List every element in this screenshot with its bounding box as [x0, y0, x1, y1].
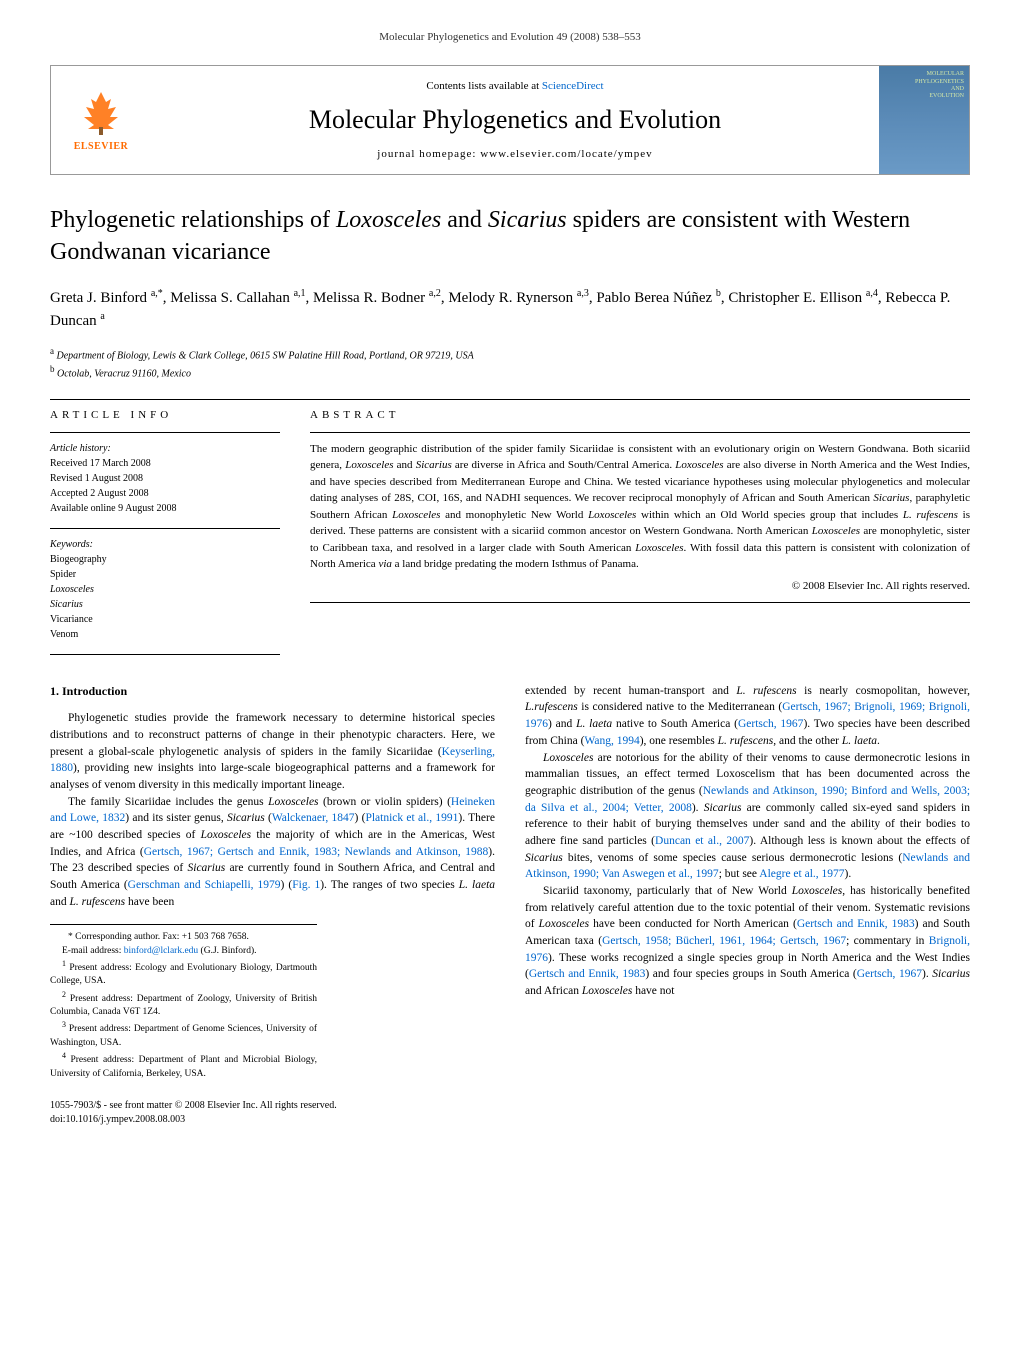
article-info-heading: article info: [50, 408, 280, 423]
contents-available: Contents lists available at ScienceDirec…: [161, 79, 869, 94]
elsevier-tree-icon: [76, 87, 126, 137]
article-title: Phylogenetic relationships of Loxosceles…: [50, 205, 970, 267]
cover-text: MOLECULAR PHYLOGENETICS AND EVOLUTION: [915, 71, 964, 100]
footnote-2: 2 Present address: Department of Zoology…: [50, 989, 317, 1020]
affiliations: a Department of Biology, Lewis & Clark C…: [50, 345, 970, 382]
body-paragraph: extended by recent human-transport and L…: [525, 683, 970, 750]
body-paragraph: Phylogenetic studies provide the framewo…: [50, 710, 495, 793]
publisher-name: ELSEVIER: [74, 140, 129, 154]
footnotes: * Corresponding author. Fax: +1 503 768 …: [50, 924, 317, 1081]
body-paragraph: The family Sicariidae includes the genus…: [50, 794, 495, 911]
footnote-4: 4 Present address: Department of Plant a…: [50, 1050, 317, 1081]
journal-homepage: journal homepage: www.elsevier.com/locat…: [161, 147, 869, 162]
running-header: Molecular Phylogenetics and Evolution 49…: [50, 30, 970, 45]
email-line: E-mail address: binford@lclark.edu (G.J.…: [50, 945, 317, 958]
publisher-logo: ELSEVIER: [51, 66, 151, 174]
left-column: 1. Introduction Phylogenetic studies pro…: [50, 683, 495, 1127]
article-history: Article history: Received 17 March 2008 …: [50, 441, 280, 516]
abstract-heading: abstract: [310, 408, 970, 423]
banner-center: Contents lists available at ScienceDirec…: [151, 69, 879, 172]
authors-list: Greta J. Binford a,*, Melissa S. Callaha…: [50, 286, 970, 333]
footnote-3: 3 Present address: Department of Genome …: [50, 1019, 317, 1050]
journal-cover-thumbnail: MOLECULAR PHYLOGENETICS AND EVOLUTION: [879, 66, 969, 174]
sciencedirect-link[interactable]: ScienceDirect: [542, 80, 604, 92]
corresponding-author: * Corresponding author. Fax: +1 503 768 …: [50, 931, 317, 944]
keywords-block: Keywords: Biogeography Spider Loxosceles…: [50, 537, 280, 642]
journal-banner: ELSEVIER Contents lists available at Sci…: [50, 65, 970, 175]
footer-meta: 1055-7903/$ - see front matter © 2008 El…: [50, 1099, 495, 1127]
abstract-text: The modern geographic distribution of th…: [310, 441, 970, 573]
email-link[interactable]: binford@lclark.edu: [124, 946, 198, 956]
intro-heading: 1. Introduction: [50, 683, 495, 700]
body-paragraph: Sicariid taxonomy, particularly that of …: [525, 883, 970, 1000]
journal-title: Molecular Phylogenetics and Evolution: [161, 102, 869, 138]
copyright-line: © 2008 Elsevier Inc. All rights reserved…: [310, 579, 970, 594]
right-column: extended by recent human-transport and L…: [525, 683, 970, 1127]
article-info-column: article info Article history: Received 1…: [50, 408, 280, 662]
footnote-1: 1 Present address: Ecology and Evolution…: [50, 958, 317, 989]
body-paragraph: Loxosceles are notorious for the ability…: [525, 750, 970, 883]
divider: [50, 399, 970, 400]
abstract-column: abstract The modern geographic distribut…: [310, 408, 970, 662]
body-columns: 1. Introduction Phylogenetic studies pro…: [50, 683, 970, 1127]
info-abstract-row: article info Article history: Received 1…: [50, 408, 970, 662]
